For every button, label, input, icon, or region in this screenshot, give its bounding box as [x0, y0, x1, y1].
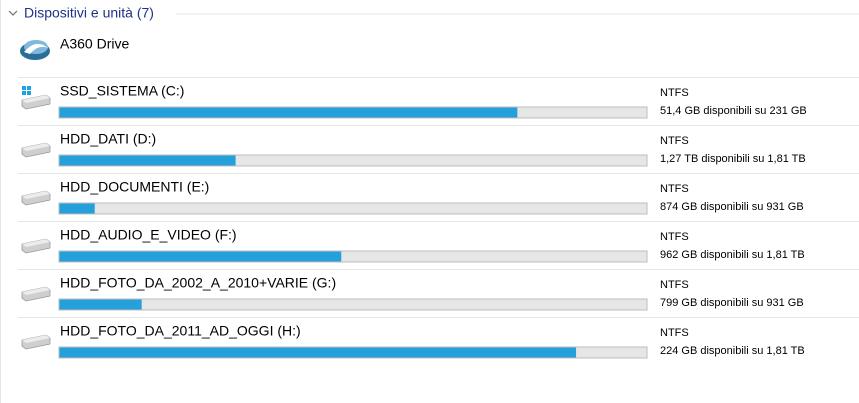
drive-top	[22, 287, 50, 295]
drive-icon	[21, 86, 51, 110]
free-space: 1,27 TB disponibili su 1,81 TB	[660, 153, 806, 165]
windows-logo	[22, 91, 26, 95]
usage-track	[58, 250, 648, 263]
file-system: NTFS	[660, 135, 689, 147]
group-header[interactable]: Dispositivi e unità (7)	[24, 5, 154, 21]
windows-logo	[22, 86, 26, 90]
file-system: NTFS	[660, 279, 689, 291]
drive-icon	[21, 238, 51, 254]
cloud-icon	[20, 40, 50, 60]
drive-name: HDD_FOTO_DA_2011_AD_OGGI (H:)	[60, 323, 301, 339]
file-system: NTFS	[660, 87, 689, 99]
file-system: NTFS	[660, 231, 689, 243]
drive-top	[22, 335, 50, 343]
drive-top	[22, 143, 50, 151]
windows-logo	[27, 86, 31, 90]
drive-top	[22, 191, 50, 199]
drive-item[interactable]: HDD_FOTO_DA_2002_A_2010+VARIE (G:) NTFS 79…	[21, 275, 804, 311]
usage-bar	[59, 299, 142, 310]
drive-name: SSD_SISTEMA (C:)	[60, 83, 184, 99]
drive-top	[22, 95, 50, 103]
group-chevron[interactable]	[8, 10, 18, 16]
free-space: 799 GB disponibili su 931 GB	[660, 297, 804, 309]
usage-bar	[59, 251, 342, 262]
drive-top	[22, 239, 50, 247]
drive-item[interactable]: HDD_FOTO_DA_2011_AD_OGGI (H:) NTFS 224 GB …	[21, 323, 805, 359]
free-space: 51,4 GB disponibili su 231 GB	[660, 105, 807, 117]
file-system: NTFS	[660, 327, 689, 339]
drive-name: HDD_AUDIO_E_VIDEO (F:)	[60, 227, 237, 243]
drive-list: SSD_SISTEMA (C:) NTFS 51,4 GB disponibili …	[18, 83, 859, 359]
drive-item[interactable]: HDD_DATI (D:) NTFS 1,27 TB disponibili su …	[21, 131, 806, 167]
free-space: 874 GB disponibili su 931 GB	[660, 201, 804, 213]
usage-bar	[59, 107, 518, 118]
free-space: 224 GB disponibili su 1,81 TB	[660, 345, 805, 357]
free-space: 962 GB disponibili su 1,81 TB	[660, 249, 805, 261]
drive-item[interactable]: SSD_SISTEMA (C:) NTFS 51,4 GB disponibili …	[21, 83, 807, 119]
drive-icon	[21, 334, 51, 350]
drive-name: HDD_DOCUMENTI (E:)	[60, 179, 209, 195]
cloud-label[interactable]: A360 Drive	[60, 36, 129, 52]
drive-name: HDD_FOTO_DA_2002_A_2010+VARIE (G:)	[60, 275, 336, 291]
drive-item[interactable]: HDD_DOCUMENTI (E:) NTFS 874 GB disponibili…	[21, 179, 804, 215]
windows-logo	[27, 91, 31, 95]
usage-track	[58, 154, 648, 167]
drive-icon	[21, 142, 51, 158]
drive-icon	[21, 286, 51, 302]
drive-name: HDD_DATI (D:)	[60, 131, 156, 147]
usage-bar	[59, 203, 95, 214]
usage-bar	[59, 347, 577, 358]
drive-icon	[21, 190, 51, 206]
usage-track	[58, 202, 648, 215]
drive-item[interactable]: HDD_AUDIO_E_VIDEO (F:) NTFS 962 GB disponi…	[21, 227, 805, 263]
usage-track	[58, 298, 648, 311]
usage-bar	[59, 155, 236, 166]
file-system: NTFS	[660, 183, 689, 195]
